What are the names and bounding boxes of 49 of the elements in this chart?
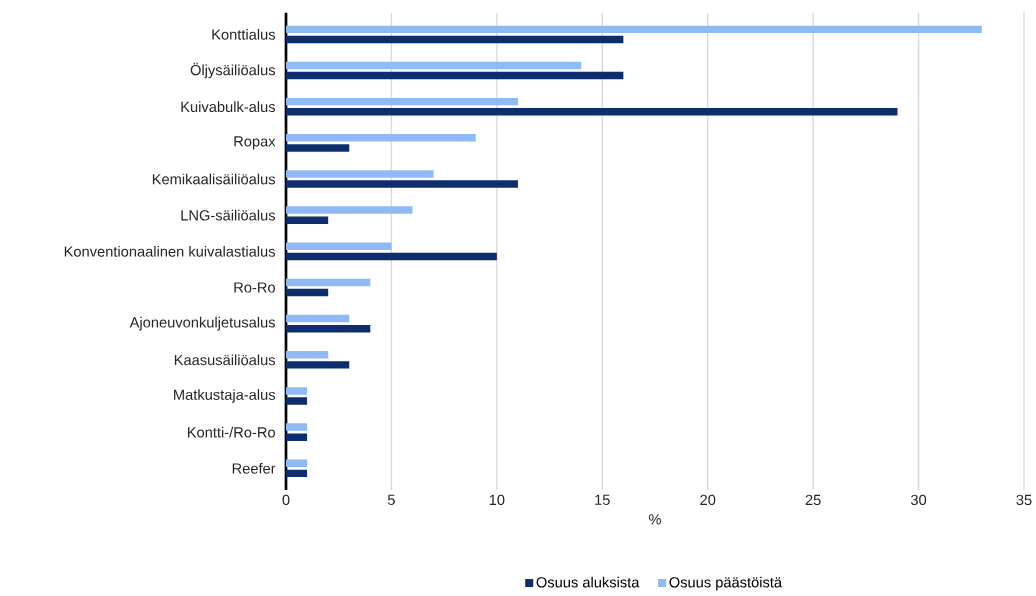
bar: [286, 180, 518, 188]
bar: [286, 252, 497, 261]
bar: [286, 314, 350, 323]
bar: [286, 35, 624, 44]
bar: [286, 324, 371, 333]
x-tick-label: 5: [387, 494, 395, 505]
y-tick-label: LNG-säiliöalus: [181, 209, 276, 221]
bar: [286, 351, 329, 359]
bar: [286, 71, 624, 80]
bar: [286, 397, 308, 405]
bar: [286, 97, 518, 106]
bar: [286, 25, 982, 34]
bar: [286, 459, 308, 467]
y-tick-label: Matkustaja-alus: [174, 389, 276, 403]
bar: [286, 278, 371, 287]
bar: [286, 288, 329, 297]
bar: [286, 206, 413, 214]
bar: [286, 216, 329, 224]
x-tick-label: 25: [805, 494, 821, 506]
x-tick-label: 10: [489, 494, 505, 506]
bar: [286, 108, 898, 116]
x-tick-label: 0: [282, 494, 290, 506]
y-tick-label: Konventionaalinen kuivalastialus: [64, 245, 275, 257]
y-tick-label: Ropax: [234, 136, 276, 150]
bar: [286, 361, 350, 369]
y-tick-label: Kuivabulk-alus: [181, 101, 276, 113]
bar: [286, 242, 392, 250]
x-tick-label: 35: [1016, 494, 1032, 506]
y-tick-label: Konttialus: [212, 28, 276, 40]
x-tick-label: 15: [595, 494, 610, 505]
x-tick-label: 20: [700, 494, 716, 506]
y-tick-label: Reefer: [232, 462, 276, 474]
bar: [286, 387, 308, 395]
x-axis-title: %: [649, 514, 661, 525]
y-tick-label: Öljysäiliöalus: [190, 62, 276, 79]
bar: [286, 423, 308, 431]
legend-label: Osuus päästöistä: [669, 576, 783, 591]
legend-label: Osuus aluksista: [536, 576, 640, 588]
y-tick-label: Kemikaalisäiliöalus: [152, 173, 276, 185]
x-tick-label: 30: [910, 494, 927, 506]
bar: [286, 433, 308, 441]
bar: [286, 134, 476, 142]
y-tick-label: Ro-Ro: [234, 282, 275, 293]
bar: [286, 170, 434, 178]
y-tick-label: Kaasusäiliöalus: [174, 354, 276, 366]
bar: [286, 61, 582, 70]
y-tick-label: Kontti-/Ro-Ro: [187, 426, 275, 438]
y-tick-label: Ajoneuvonkuljetusalus: [129, 316, 276, 331]
bar: [286, 144, 350, 152]
